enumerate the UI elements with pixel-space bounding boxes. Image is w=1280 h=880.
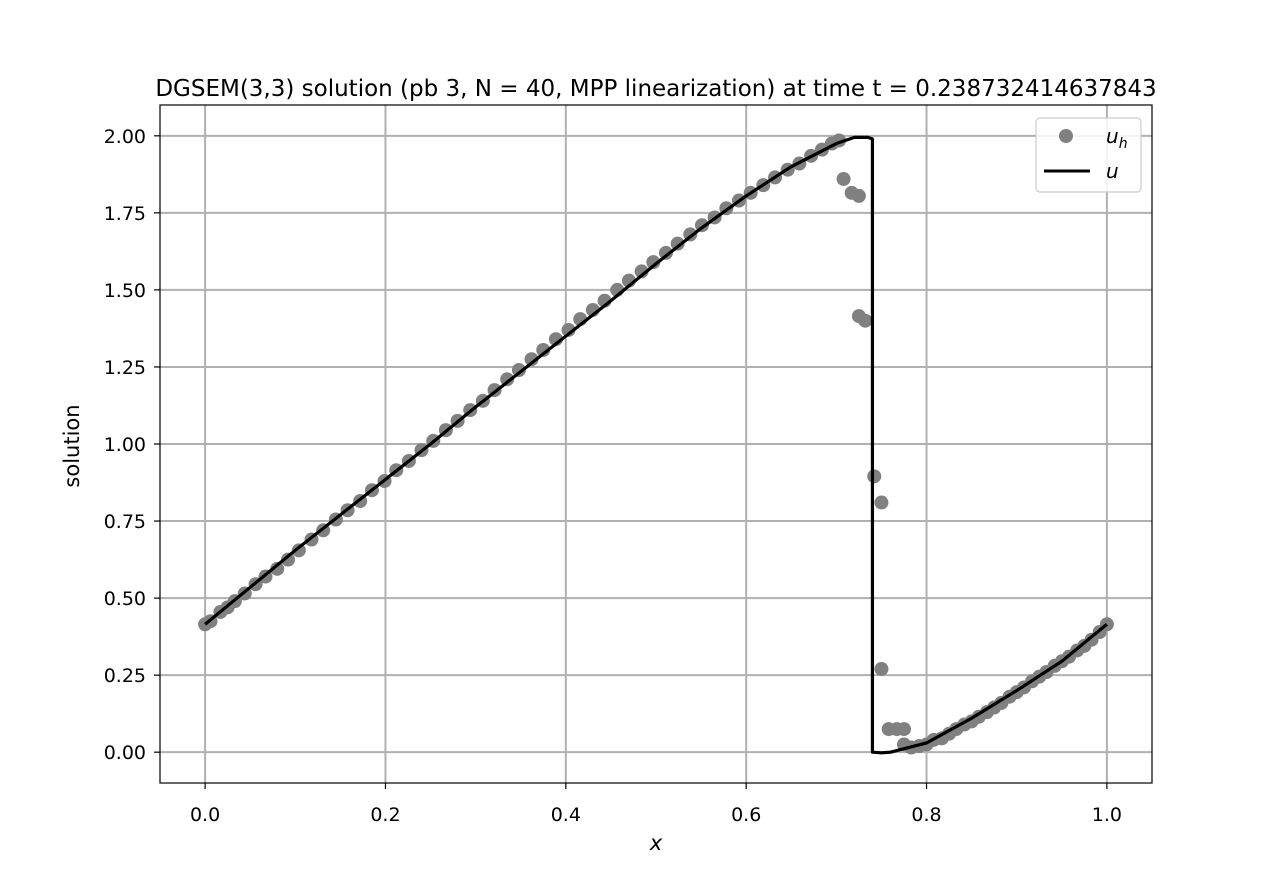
uh-data-point	[561, 322, 576, 337]
y-axis-label: solution	[60, 404, 84, 487]
x-axis-label: x	[649, 831, 663, 855]
y-tick-label: 1.75	[104, 203, 146, 225]
axis-ticks: 0.0 0.2 0.4 0.6 0.8 1.0 0.00 0.25 0.50 0.75 1.00 1.…	[104, 126, 1122, 826]
uh-data-point	[874, 661, 889, 676]
uh-data-point	[500, 372, 515, 387]
y-tick-label: 1.50	[104, 280, 146, 302]
uh-data-point	[658, 245, 673, 260]
y-tick-label: 0.75	[104, 511, 146, 533]
uh-data-point	[851, 188, 866, 203]
x-tick-label: 0.6	[731, 804, 761, 826]
uh-data-point	[291, 543, 306, 558]
uh-data-point	[270, 561, 285, 576]
uh-data-point	[858, 313, 873, 328]
x-tick-label: 0.4	[551, 804, 581, 826]
legend-label-u: u	[1106, 159, 1119, 183]
exact-solution-line	[204, 135, 1108, 755]
uh-data-point	[670, 236, 685, 251]
legend: uh u	[1035, 117, 1142, 193]
uh-data-point	[524, 352, 539, 367]
chart-title: DGSEM(3,3) solution (pb 3, N = 40, MPP l…	[155, 76, 1156, 102]
uh-data-point	[511, 363, 526, 378]
y-tick-label: 0.50	[104, 588, 146, 610]
y-tick-label: 2.00	[104, 126, 146, 148]
y-tick-label: 0.00	[104, 742, 146, 764]
plot-area	[198, 133, 1114, 755]
x-tick-label: 1.0	[1092, 804, 1122, 826]
legend-box	[1035, 117, 1142, 193]
y-tick-label: 0.25	[104, 665, 146, 687]
legend-marker-uh	[1059, 129, 1073, 143]
uh-data-point	[646, 255, 661, 270]
uh-data-point	[874, 495, 889, 510]
uh-data-point	[836, 171, 851, 186]
grid	[160, 105, 1152, 783]
uh-data-point	[897, 722, 911, 737]
x-tick-label: 0.0	[190, 804, 220, 826]
y-tick-label: 1.00	[104, 434, 146, 456]
x-tick-label: 0.2	[370, 804, 400, 826]
x-tick-label: 0.8	[911, 804, 941, 826]
legend-label-uh: uh	[1106, 124, 1128, 152]
uh-data-point	[634, 264, 649, 279]
uh-data-point	[281, 552, 296, 567]
uh-data-point	[867, 469, 882, 484]
uh-data-point	[536, 343, 551, 358]
y-tick-label: 1.25	[104, 357, 146, 379]
